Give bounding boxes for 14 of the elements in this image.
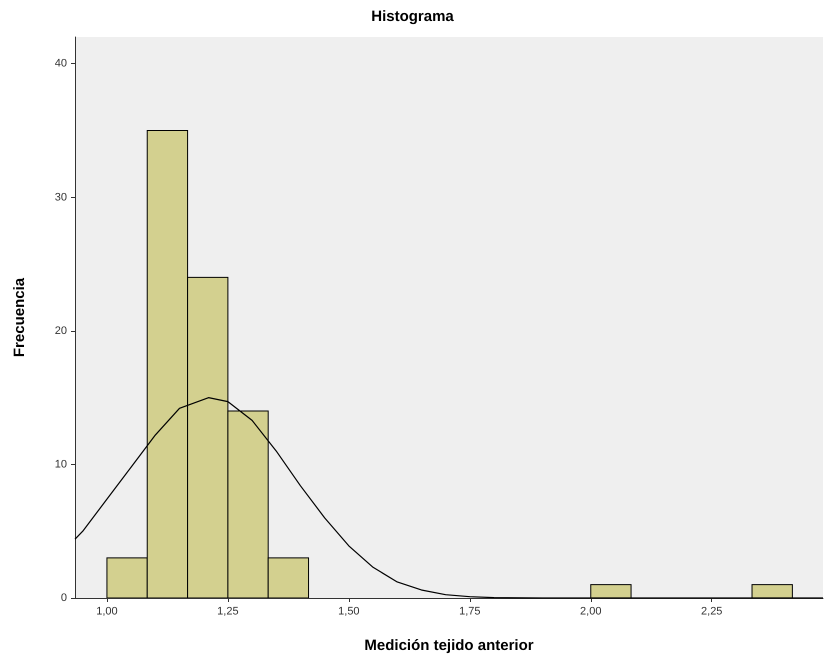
y-axis-title: Frecuencia [11,277,28,358]
x-tick-label: 1,75 [459,606,481,618]
x-tick-label: 1,00 [96,606,118,618]
x-tick-label: 1,25 [217,606,239,618]
y-tick-label: 40 [54,58,67,70]
y-tick-label: 10 [54,458,67,470]
x-tick-label: 2,00 [580,606,602,618]
y-tick-label: 0 [60,592,67,604]
x-tick-label: 1,50 [338,606,360,618]
y-tick-label: 30 [54,191,67,204]
x-axis-title: Medición tejido anterior [364,637,534,654]
chart-title: Histograma [371,8,454,25]
y-tick-label: 20 [54,324,67,337]
x-tick-label: 2,25 [701,606,722,618]
